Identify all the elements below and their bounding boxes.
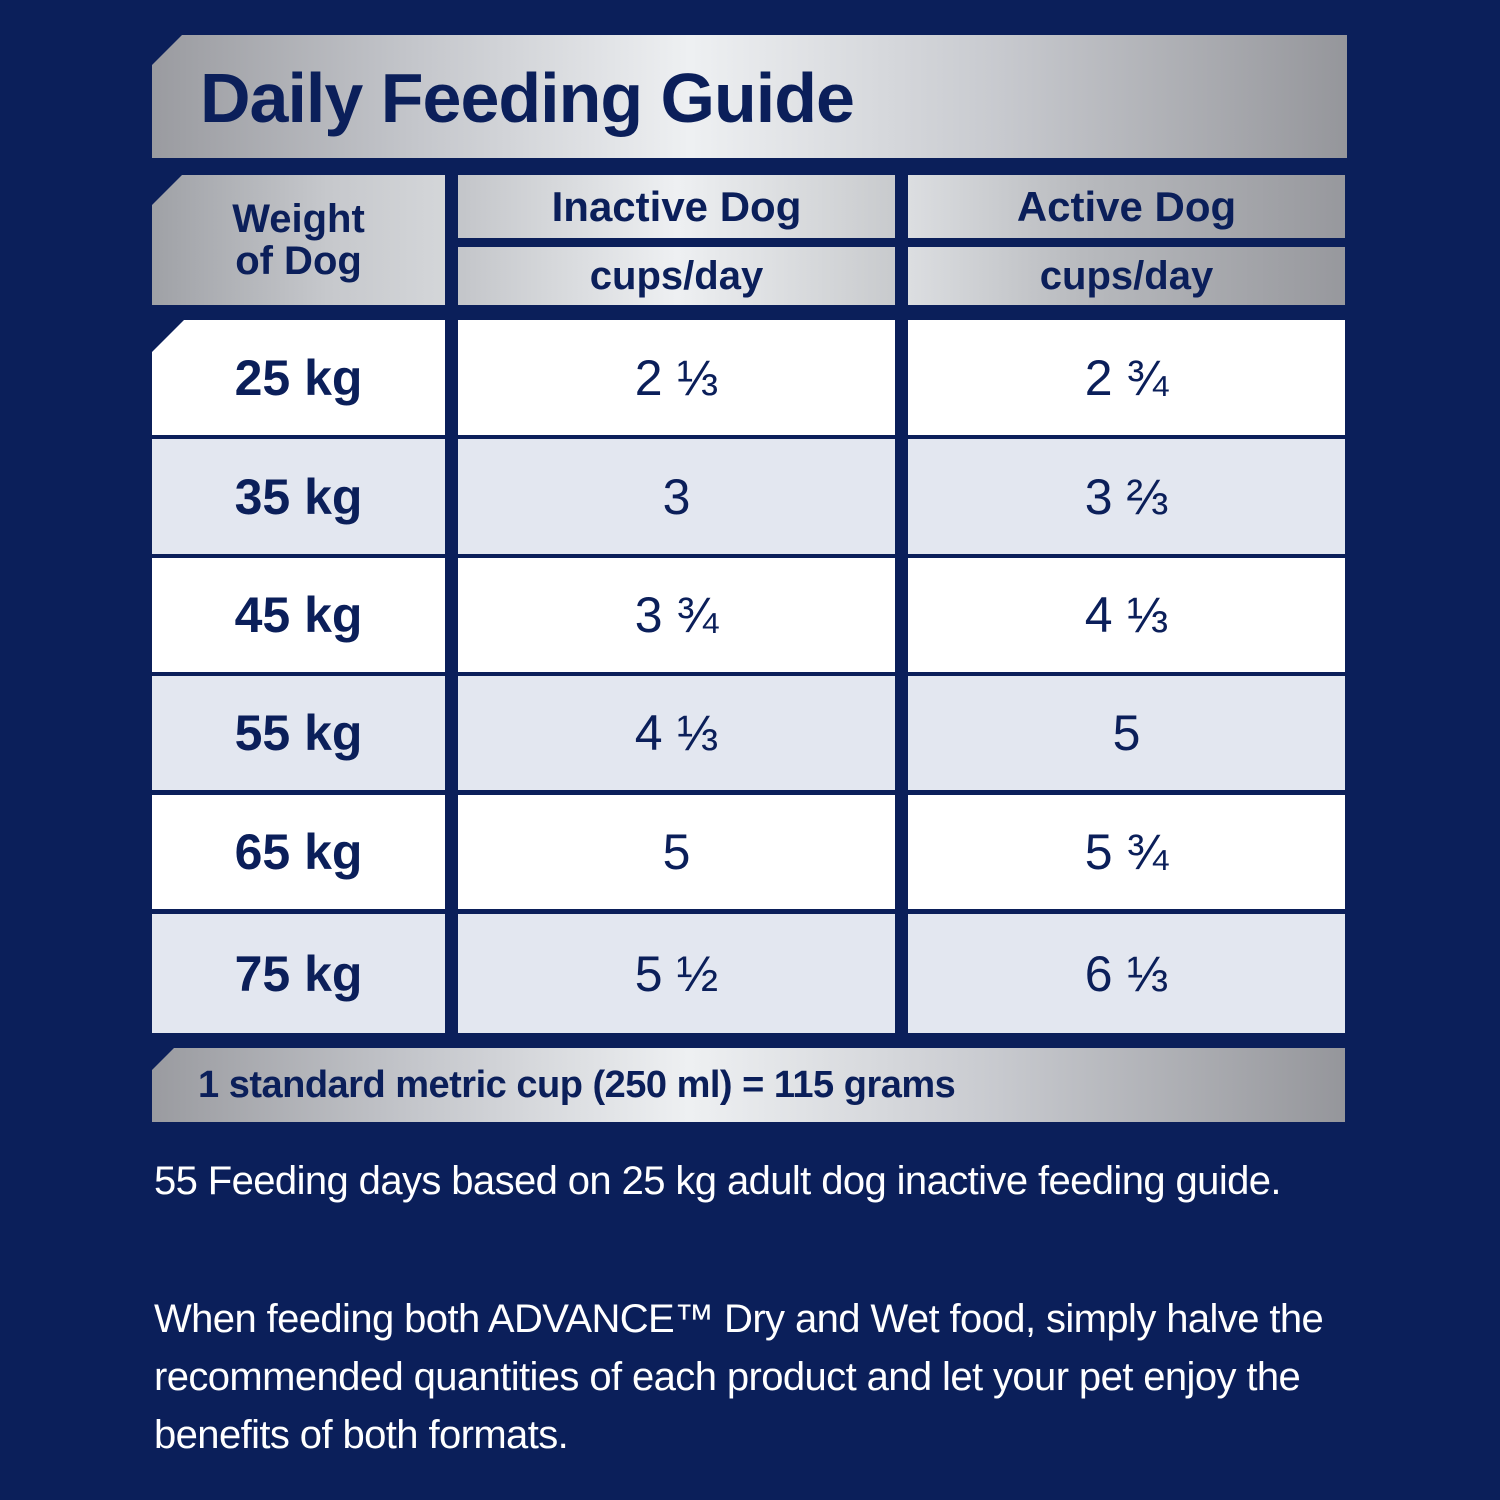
table-row-active: 2 ¾ bbox=[908, 320, 1345, 435]
title-bar: Daily Feeding Guide bbox=[152, 35, 1347, 158]
table-row-weight: 65 kg bbox=[152, 795, 445, 909]
header-weight-of-dog: Weight of Dog bbox=[152, 175, 445, 305]
table-row-active: 4 ⅓ bbox=[908, 558, 1345, 672]
table-row-weight: 55 kg bbox=[152, 676, 445, 790]
page-title: Daily Feeding Guide bbox=[200, 59, 855, 137]
header-active-label: Active Dog bbox=[1016, 182, 1237, 230]
header-inactive-unit-label: cups/day bbox=[589, 253, 764, 298]
table-row-inactive: 5 ½ bbox=[458, 914, 895, 1033]
table-row-weight: 45 kg bbox=[152, 558, 445, 672]
header-active-unit: cups/day bbox=[908, 247, 1345, 305]
table-row-active: 5 bbox=[908, 676, 1345, 790]
table-row-active: 6 ⅓ bbox=[908, 914, 1345, 1033]
header-inactive-dog: Inactive Dog bbox=[458, 175, 895, 238]
table-row-inactive: 3 ¾ bbox=[458, 558, 895, 672]
table-row-weight: 25 kg bbox=[152, 320, 445, 435]
feeding-days-note: 55 Feeding days based on 25 kg adult dog… bbox=[154, 1159, 1282, 1203]
cup-conversion-note: 1 standard metric cup (250 ml) = 115 gra… bbox=[198, 1063, 956, 1106]
header-weight-line2: of Dog bbox=[235, 239, 362, 283]
table-row-inactive: 2 ⅓ bbox=[458, 320, 895, 435]
header-weight-line1: Weight bbox=[232, 197, 365, 241]
cup-conversion-bar: 1 standard metric cup (250 ml) = 115 gra… bbox=[152, 1048, 1345, 1122]
header-inactive-unit: cups/day bbox=[458, 247, 895, 305]
header-active-dog: Active Dog bbox=[908, 175, 1345, 238]
table-row-active: 3 ⅔ bbox=[908, 439, 1345, 554]
dry-wet-feeding-note: When feeding both ADVANCE™ Dry and Wet f… bbox=[154, 1297, 1324, 1457]
header-active-unit-label: cups/day bbox=[1039, 253, 1214, 298]
table-row-inactive: 4 ⅓ bbox=[458, 676, 895, 790]
table-row-weight: 75 kg bbox=[152, 914, 445, 1033]
table-row-inactive: 3 bbox=[458, 439, 895, 554]
table-row-inactive: 5 bbox=[458, 795, 895, 909]
table-row-weight: 35 kg bbox=[152, 439, 445, 554]
header-inactive-label: Inactive Dog bbox=[551, 182, 802, 230]
table-row-active: 5 ¾ bbox=[908, 795, 1345, 909]
